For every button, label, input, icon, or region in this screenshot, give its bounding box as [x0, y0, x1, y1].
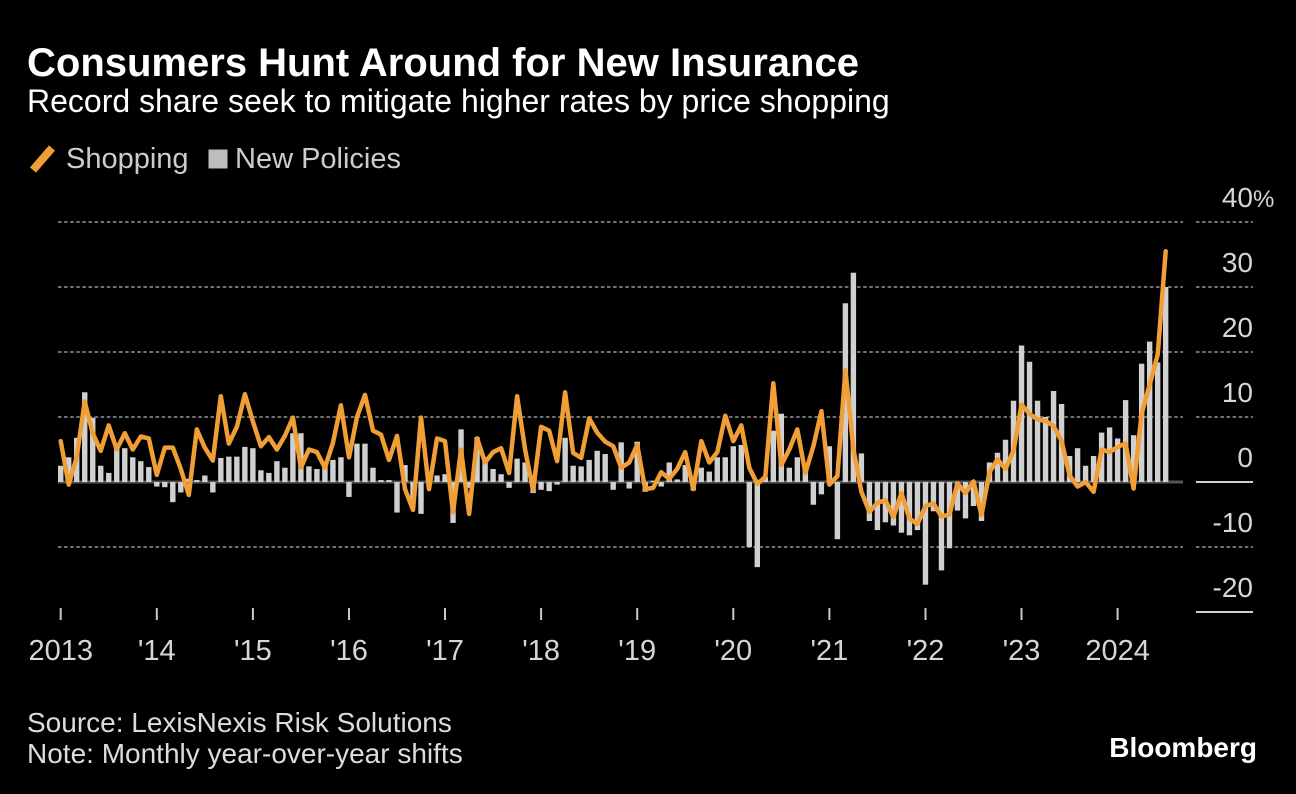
svg-text:'19: '19: [618, 635, 656, 667]
svg-text:0: 0: [1237, 442, 1253, 473]
svg-text:'18: '18: [522, 635, 560, 667]
svg-text:2013: 2013: [28, 635, 93, 667]
svg-text:-10: -10: [1213, 507, 1253, 538]
svg-text:%: %: [1253, 186, 1274, 213]
svg-text:'22: '22: [907, 635, 945, 667]
svg-text:'23: '23: [1003, 635, 1041, 667]
svg-text:'16: '16: [330, 635, 368, 667]
svg-text:2024: 2024: [1085, 635, 1150, 667]
svg-text:Consumers Hunt Around for New: Consumers Hunt Around for New Insurance: [27, 41, 859, 85]
svg-text:Record share seek to mitigate: Record share seek to mitigate higher rat…: [27, 83, 890, 119]
svg-text:Note: Monthly year-over-year s: Note: Monthly year-over-year shifts: [27, 738, 463, 769]
svg-text:10: 10: [1222, 377, 1253, 408]
svg-text:20: 20: [1222, 312, 1253, 343]
svg-text:'15: '15: [234, 635, 272, 667]
svg-text:'17: '17: [426, 635, 464, 667]
svg-text:Bloomberg: Bloomberg: [1109, 732, 1257, 763]
svg-text:'20: '20: [714, 635, 752, 667]
svg-text:New Policies: New Policies: [235, 143, 401, 175]
svg-text:'14: '14: [138, 635, 176, 667]
svg-text:30: 30: [1222, 247, 1253, 278]
svg-text:Shopping: Shopping: [66, 143, 189, 175]
svg-text:'21: '21: [811, 635, 849, 667]
svg-text:-20: -20: [1213, 572, 1253, 603]
svg-text:Source: LexisNexis Risk Soluti: Source: LexisNexis Risk Solutions: [27, 707, 452, 738]
svg-text:40: 40: [1222, 182, 1253, 213]
